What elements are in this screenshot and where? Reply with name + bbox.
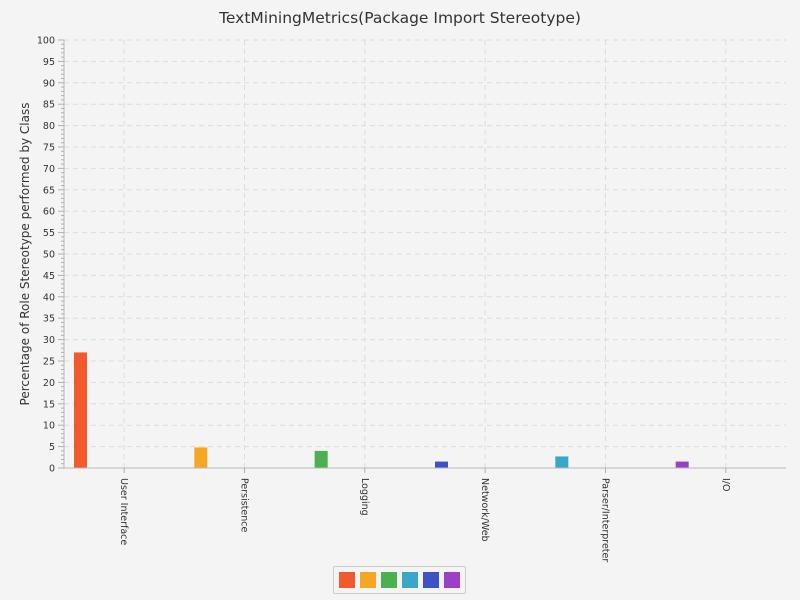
y-tick-label: 10 [43, 421, 55, 432]
y-tick-label: 80 [43, 121, 55, 132]
legend-swatch-6[interactable] [444, 572, 460, 588]
x-tick-label: Parser/Interpreter [600, 478, 611, 562]
x-tick-label: Logging [359, 478, 370, 516]
bar-i-o[interactable] [675, 461, 689, 468]
x-tick-label: Network/Web [479, 478, 490, 542]
bar-network-web[interactable] [435, 461, 448, 468]
y-tick-label: 45 [43, 271, 55, 282]
bar-persistence[interactable] [194, 447, 208, 468]
y-tick-label: 20 [43, 378, 55, 389]
bars-layer [74, 352, 689, 468]
bar-logging[interactable] [314, 450, 328, 468]
legend-swatch-3[interactable] [381, 572, 397, 588]
legend [333, 566, 466, 594]
y-tick-label: 95 [43, 57, 55, 68]
y-tick-label: 65 [43, 185, 55, 196]
y-tick-label: 5 [49, 442, 55, 453]
y-tick-label: 50 [43, 250, 55, 261]
legend-swatch-2[interactable] [360, 572, 376, 588]
y-tick-label: 100 [37, 36, 55, 47]
x-tick-label: Persistence [239, 478, 250, 532]
y-tick-label: 0 [49, 464, 55, 475]
grid-layer [64, 39, 786, 468]
legend-swatch-5[interactable] [423, 572, 439, 588]
y-tick-label: 55 [43, 228, 55, 239]
x-tick-label: I/O [720, 478, 731, 491]
y-tick-label: 60 [43, 207, 55, 218]
legend-swatch-1[interactable] [339, 572, 355, 588]
y-tick-label: 70 [43, 164, 55, 175]
legend-swatch-4[interactable] [402, 572, 418, 588]
y-axis-label: Percentage of Role Stereotype performed … [18, 103, 32, 406]
y-tick-label: 25 [43, 357, 55, 368]
y-tick-label: 90 [43, 78, 55, 89]
y-tick-label: 85 [43, 100, 55, 111]
y-tick-label: 75 [43, 143, 55, 154]
axes-layer: 0 5 10 15 20 25 30 35 40 45 50 55 60 65 70 75 80 85 90 95 10… [37, 36, 786, 562]
y-tick-label: 30 [43, 335, 55, 346]
bar-user-interface[interactable] [74, 352, 87, 468]
chart-title: TextMiningMetrics(Package Import Stereot… [218, 9, 581, 27]
y-tick-label: 15 [43, 399, 55, 410]
y-tick-label: 35 [43, 314, 55, 325]
bar-parser-interpreter[interactable] [555, 456, 569, 468]
y-tick-label: 40 [43, 292, 55, 303]
x-tick-label: User Interface [118, 478, 129, 545]
